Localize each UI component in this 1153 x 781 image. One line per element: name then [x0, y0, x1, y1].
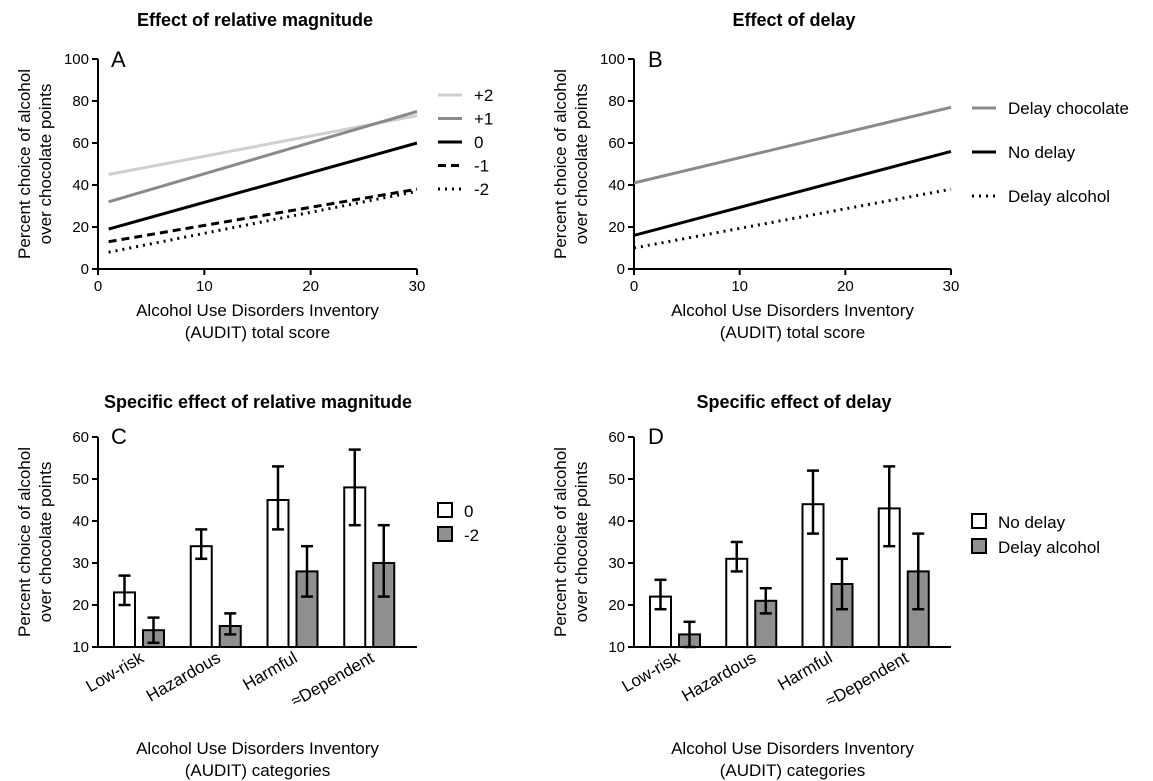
- y-tick-label: 0: [81, 261, 89, 278]
- y-tick-label: 40: [608, 513, 625, 530]
- x-axis-label: (AUDIT) categories: [720, 761, 865, 780]
- x-axis-label: Alcohol Use Disorders Inventory: [671, 301, 914, 320]
- x-tick-label: 30: [943, 278, 960, 295]
- x-tick-label: 10: [196, 278, 213, 295]
- series-line: [633, 187, 952, 250]
- legend-label: 0: [464, 502, 473, 521]
- chart-title: Effect of delay: [732, 10, 855, 30]
- y-tick-label: 100: [600, 51, 625, 68]
- x-tick-label: 10: [731, 278, 748, 295]
- category-label: ≈Dependent: [822, 648, 912, 711]
- series-line: [108, 189, 418, 254]
- legend-label: Delay alcohol: [998, 538, 1100, 557]
- legend-label: No delay: [998, 513, 1066, 532]
- y-tick-label: 0: [617, 261, 625, 278]
- legend-swatch: [971, 513, 987, 529]
- series-line: [633, 105, 952, 185]
- y-tick-label: 60: [72, 135, 89, 152]
- x-axis-label: (AUDIT) categories: [185, 761, 330, 780]
- chart-title: Effect of relative magnitude: [137, 10, 373, 30]
- x-axis-label: (AUDIT) total score: [720, 323, 865, 342]
- series-line: [108, 110, 418, 204]
- category-label: Harmful: [774, 648, 835, 694]
- x-tick-label: 30: [409, 278, 426, 295]
- y-tick-label: 50: [72, 471, 89, 488]
- legend-label: No delay: [1008, 143, 1076, 162]
- panel-label: D: [648, 424, 664, 449]
- y-tick-label: 60: [72, 429, 89, 446]
- x-axis-label: (AUDIT) total score: [185, 323, 330, 342]
- series-line: [633, 149, 952, 237]
- x-axis-label: Alcohol Use Disorders Inventory: [671, 739, 914, 758]
- legend-label: -2: [464, 526, 479, 545]
- y-axis-label: Percent choice of alcohol: [551, 69, 570, 259]
- x-axis-label: Alcohol Use Disorders Inventory: [136, 301, 379, 320]
- legend-swatch: [437, 502, 453, 518]
- legend-label: +2: [474, 86, 493, 105]
- x-tick-label: 0: [94, 278, 102, 295]
- y-tick-label: 40: [72, 177, 89, 194]
- y-tick-label: 10: [72, 639, 89, 656]
- y-axis-label: over chocolate points: [36, 84, 55, 245]
- series-line: [108, 141, 418, 231]
- y-tick-label: 20: [72, 219, 89, 236]
- chart-title: Specific effect of relative magnitude: [104, 392, 412, 412]
- y-tick-label: 50: [608, 471, 625, 488]
- y-tick-label: 40: [608, 177, 625, 194]
- y-tick-label: 80: [608, 93, 625, 110]
- category-label: Low-risk: [83, 648, 148, 696]
- x-axis-label: Alcohol Use Disorders Inventory: [136, 739, 379, 758]
- y-tick-label: 60: [608, 429, 625, 446]
- y-tick-label: 30: [608, 555, 625, 572]
- bar: [189, 545, 213, 649]
- panel-label: C: [111, 424, 127, 449]
- legend-label: Delay chocolate: [1008, 99, 1129, 118]
- category-label: Hazardous: [679, 648, 760, 706]
- y-tick-label: 40: [72, 513, 89, 530]
- category-label: Low-risk: [619, 648, 684, 696]
- y-tick-label: 20: [608, 219, 625, 236]
- legend-label: -1: [474, 157, 489, 176]
- panel-label: B: [648, 47, 663, 72]
- y-axis-label: Percent choice of alcohol: [15, 69, 34, 259]
- legend-label: -2: [474, 180, 489, 199]
- y-tick-label: 30: [72, 555, 89, 572]
- legend-label: Delay alcohol: [1008, 187, 1110, 206]
- x-tick-label: 0: [630, 278, 638, 295]
- y-tick-label: 80: [72, 93, 89, 110]
- panel-label: A: [111, 47, 126, 72]
- category-label: Harmful: [239, 648, 300, 694]
- y-axis-label: Percent choice of alcohol: [15, 447, 34, 637]
- y-tick-label: 100: [64, 51, 89, 68]
- x-tick-label: 20: [837, 278, 854, 295]
- y-tick-label: 20: [608, 597, 625, 614]
- y-axis-label: over chocolate points: [36, 462, 55, 623]
- legend-swatch: [437, 526, 453, 542]
- y-tick-label: 20: [72, 597, 89, 614]
- y-tick-label: 10: [608, 639, 625, 656]
- y-tick-label: 60: [608, 135, 625, 152]
- category-label: ≈Dependent: [288, 648, 378, 711]
- y-axis-label: Percent choice of alcohol: [551, 447, 570, 637]
- y-axis-label: over chocolate points: [572, 84, 591, 245]
- legend-label: 0: [474, 133, 483, 152]
- legend-label: +1: [474, 110, 493, 129]
- legend-swatch: [971, 538, 987, 554]
- chart-title: Specific effect of delay: [696, 392, 891, 412]
- series-line: [108, 187, 418, 244]
- category-label: Hazardous: [143, 648, 224, 706]
- y-axis-label: over chocolate points: [572, 462, 591, 623]
- x-tick-label: 20: [302, 278, 319, 295]
